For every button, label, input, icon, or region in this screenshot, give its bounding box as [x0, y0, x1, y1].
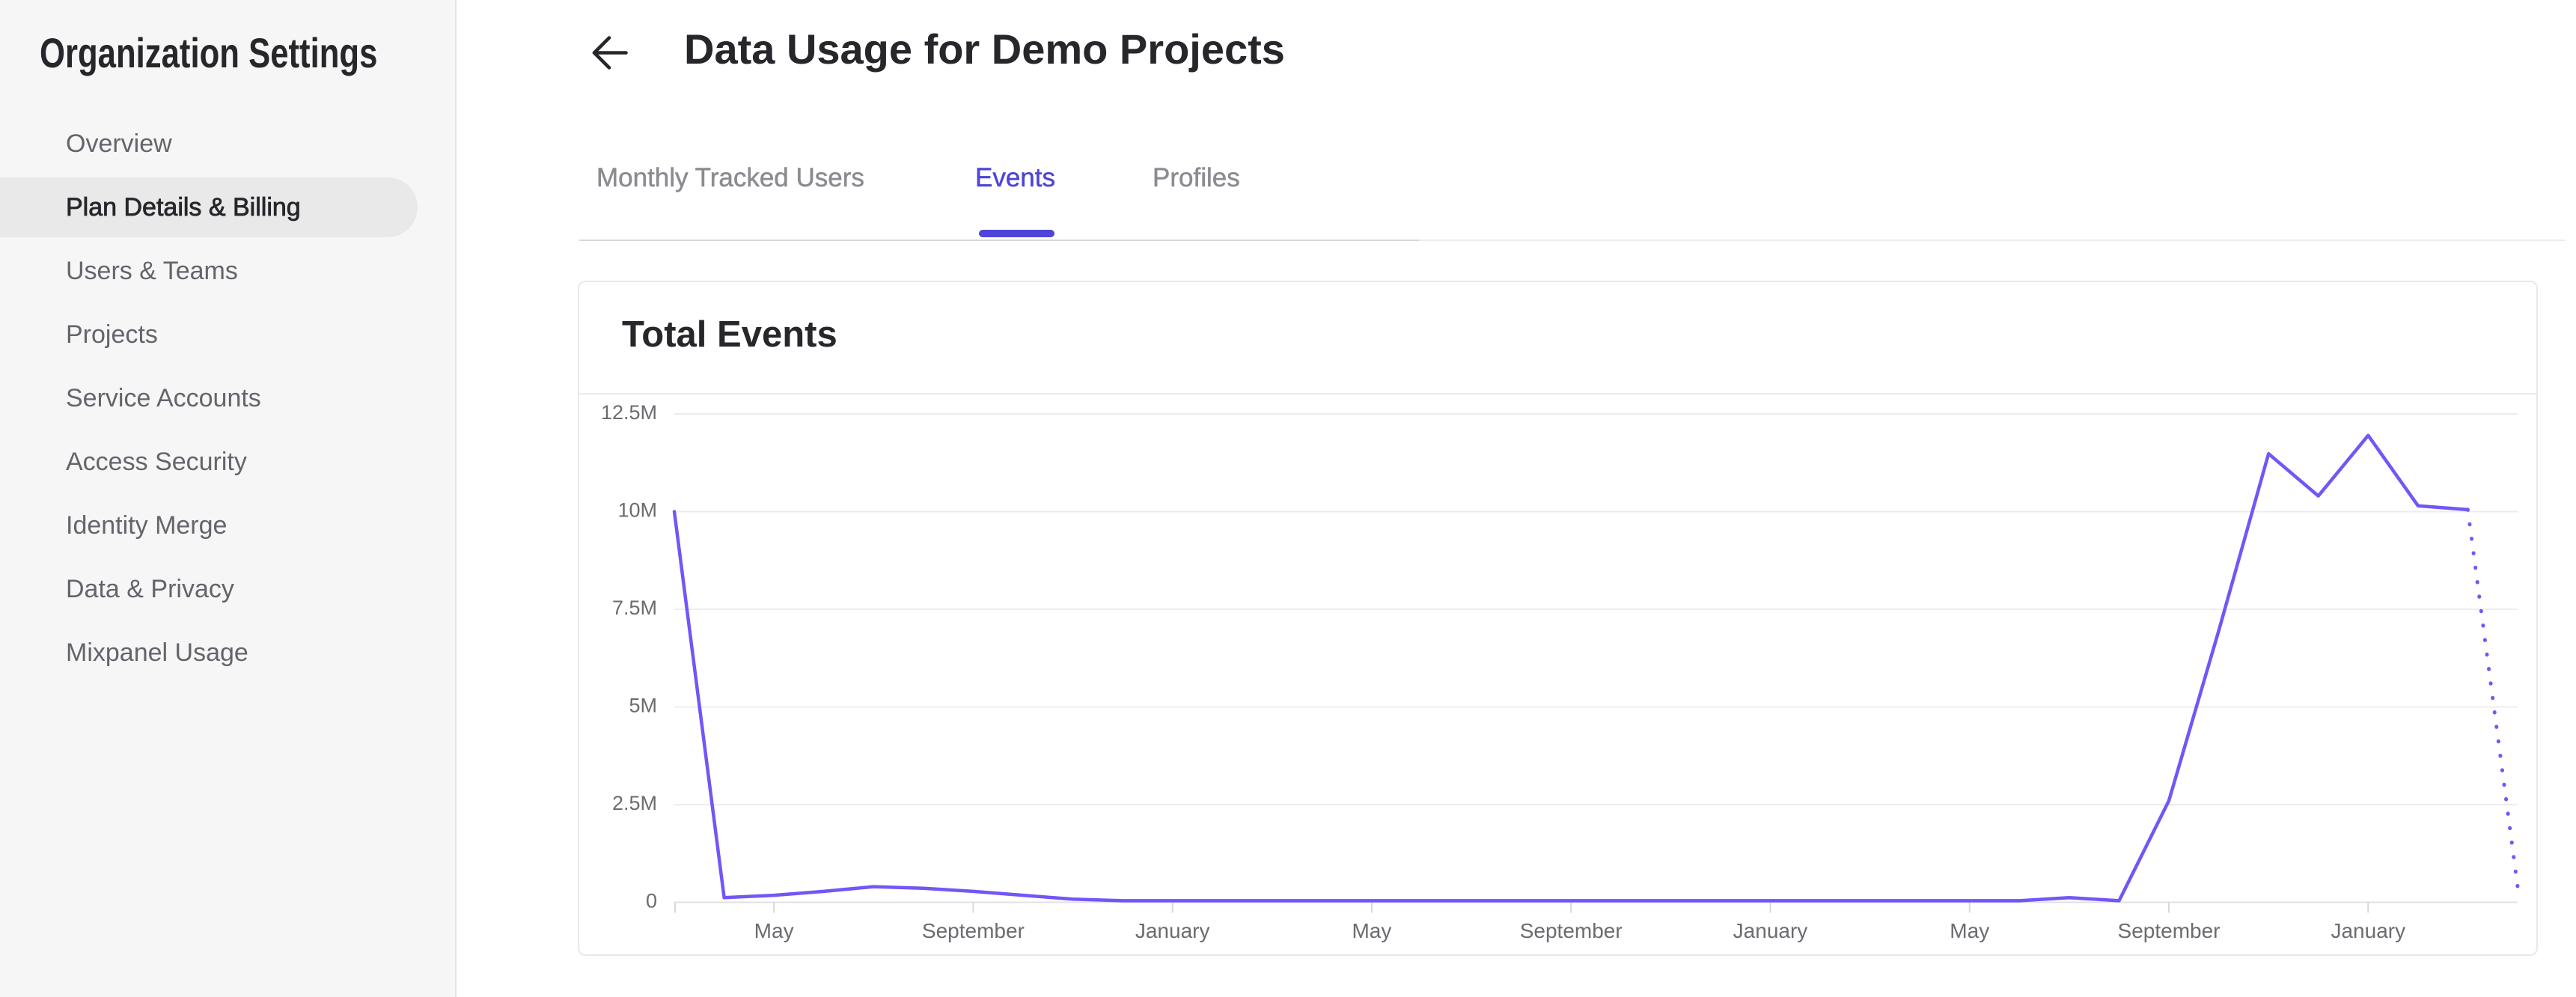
total-events-line-chart[interactable]: 12.5M 10M 7.5M 5M 2.5M 0 May September January Ma…: [578, 393, 2535, 953]
svg-text:12.5M: 12.5M: [601, 401, 657, 424]
sidebar-item-plan-details-billing[interactable]: Plan Details & Billing: [0, 176, 457, 240]
sidebar-item-mixpanel-usage[interactable]: Mixpanel Usage: [0, 621, 457, 685]
svg-text:10M: 10M: [617, 499, 657, 522]
sidebar-item-label: Access Security: [66, 448, 247, 476]
sidebar: Organization Settings Overview Plan Deta…: [0, 0, 457, 997]
chart-title: Total Events: [622, 314, 837, 355]
tab-events[interactable]: Events: [975, 163, 1056, 192]
sidebar-item-label: Users & Teams: [66, 257, 238, 285]
sidebar-item-label: Service Accounts: [66, 384, 261, 412]
svg-text:7.5M: 7.5M: [612, 597, 657, 619]
sidebar-item-overview[interactable]: Overview: [0, 112, 457, 176]
sidebar-item-label: Overview: [66, 129, 172, 158]
svg-text:0: 0: [646, 890, 657, 912]
sidebar-item-access-security[interactable]: Access Security: [0, 430, 457, 494]
card-header-divider: [579, 393, 2536, 394]
svg-text:September: September: [1520, 919, 1623, 942]
sidebar-item-users-teams[interactable]: Users & Teams: [0, 240, 457, 303]
svg-text:January: January: [1135, 919, 1210, 942]
sidebar-nav: Overview Plan Details & Billing Users & …: [0, 112, 457, 685]
svg-text:2.5M: 2.5M: [612, 792, 657, 814]
page-title: Data Usage for Demo Projects: [684, 25, 1285, 73]
svg-text:May: May: [1950, 919, 1989, 942]
svg-text:May: May: [754, 919, 794, 942]
svg-text:May: May: [1352, 919, 1391, 942]
tabs-bottom-border: [579, 240, 1419, 241]
sidebar-item-data-privacy[interactable]: Data & Privacy: [0, 558, 457, 621]
back-arrow-icon[interactable]: [592, 35, 628, 71]
tab-monthly-tracked-users[interactable]: Monthly Tracked Users: [596, 163, 864, 192]
sidebar-item-projects[interactable]: Projects: [0, 303, 457, 367]
sidebar-item-label: Data & Privacy: [66, 575, 234, 603]
svg-text:September: September: [922, 919, 1025, 942]
tab-profiles[interactable]: Profiles: [1153, 163, 1240, 192]
sidebar-item-service-accounts[interactable]: Service Accounts: [0, 367, 457, 430]
active-tab-underline: [979, 230, 1054, 237]
sidebar-item-identity-merge[interactable]: Identity Merge: [0, 494, 457, 558]
svg-text:January: January: [1733, 919, 1808, 942]
sidebar-item-label: Plan Details & Billing: [66, 193, 302, 222]
total-events-card: Total Events 12.5M 10M 7.5M 5M 2.5M 0 May Septe…: [578, 281, 2538, 956]
sidebar-title: Organization Settings: [40, 29, 378, 76]
svg-text:5M: 5M: [629, 695, 657, 717]
svg-text:September: September: [2118, 919, 2221, 942]
sidebar-item-label: Mixpanel Usage: [66, 638, 248, 667]
sidebar-item-label: Projects: [66, 320, 158, 349]
content-divider: [1419, 240, 2566, 241]
sidebar-item-label: Identity Merge: [66, 511, 228, 540]
svg-text:January: January: [2331, 919, 2405, 942]
